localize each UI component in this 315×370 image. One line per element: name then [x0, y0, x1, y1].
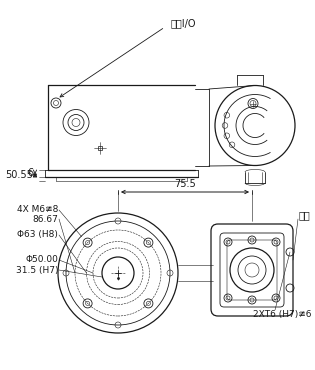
Text: 86.67: 86.67 [32, 215, 58, 223]
Text: 50.55: 50.55 [5, 171, 33, 181]
Text: Φ50.00: Φ50.00 [25, 256, 58, 265]
Text: 相机: 相机 [298, 210, 310, 220]
Text: 2XΤ6 (H7)≇6: 2XΤ6 (H7)≇6 [253, 310, 311, 320]
Text: 数字I/O: 数字I/O [170, 18, 196, 28]
Text: 6: 6 [27, 168, 33, 178]
Text: 75.5: 75.5 [174, 179, 196, 189]
Text: 4X M6≇8: 4X M6≇8 [17, 205, 58, 215]
Text: 31.5 (H7): 31.5 (H7) [15, 266, 58, 275]
Text: Φ63 (H8): Φ63 (H8) [17, 231, 58, 239]
